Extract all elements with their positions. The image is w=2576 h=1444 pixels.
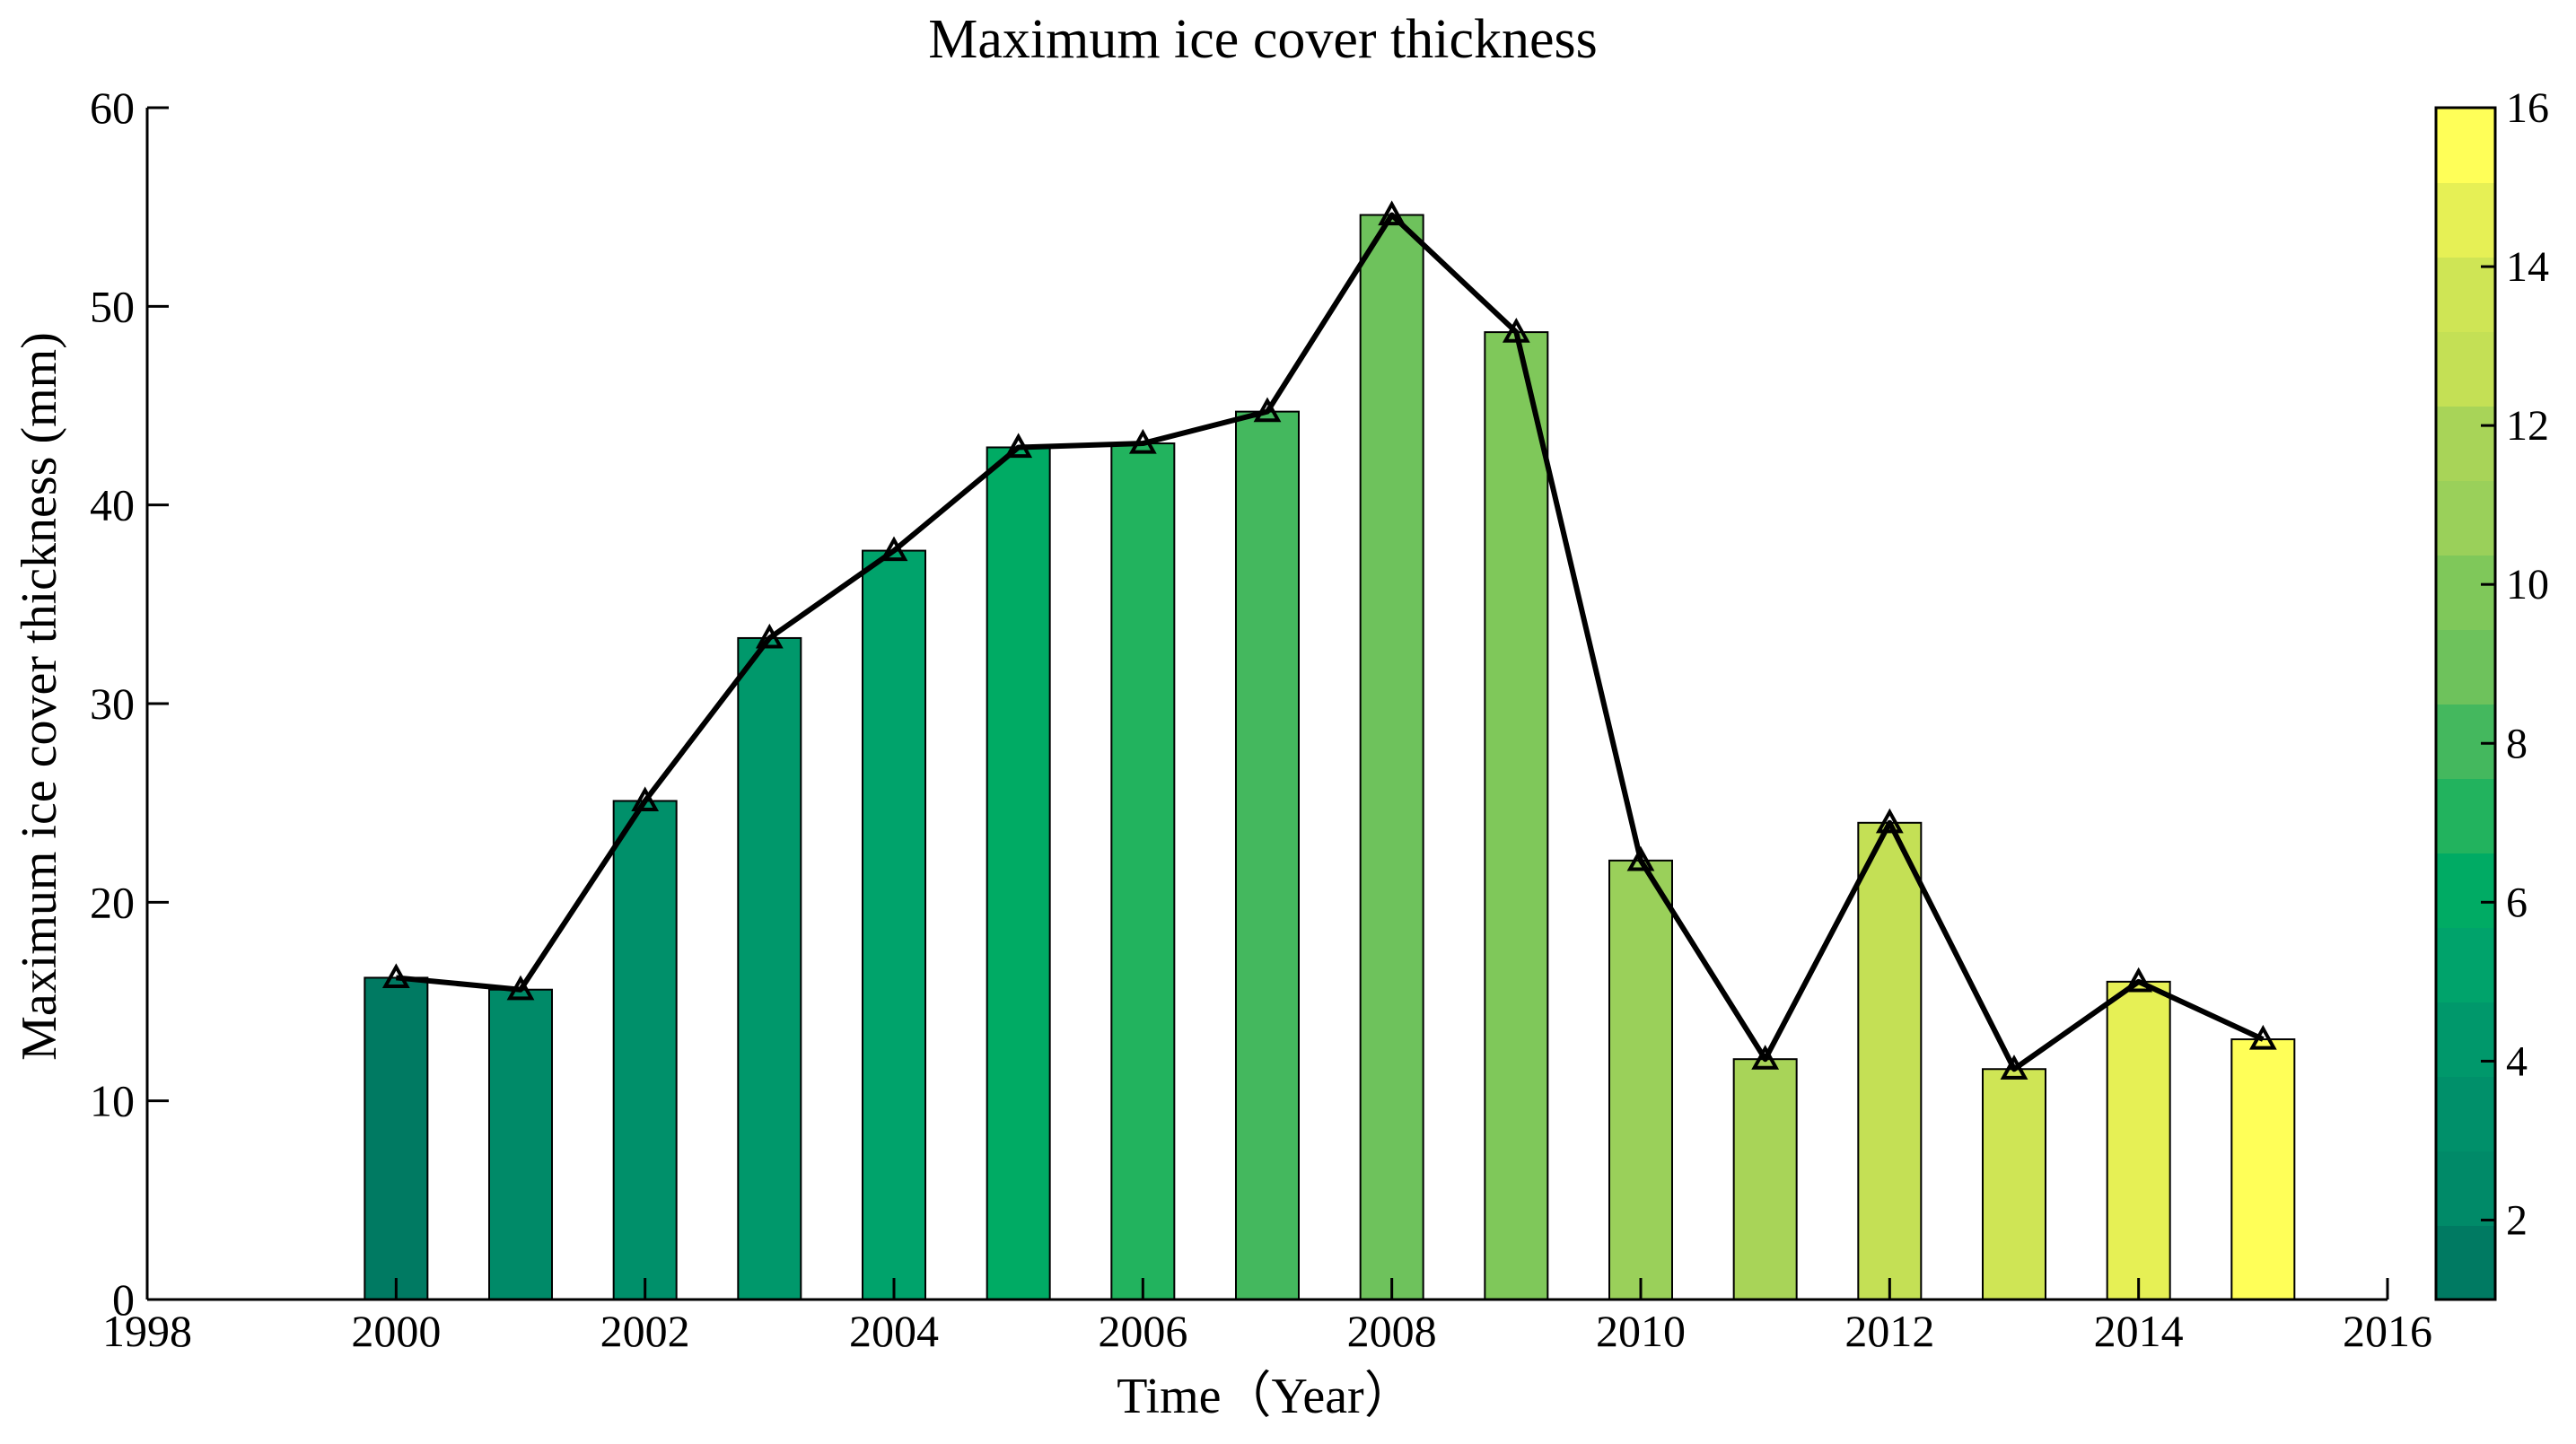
line-marker-2008 [1378, 200, 1406, 226]
bar-2002 [612, 800, 678, 1300]
chart-title: Maximum ice cover thickness [928, 9, 1598, 70]
axes-layer: 1998 2000 2002 2004 2006 2008 2010 2012 2014 2016… [90, 83, 2432, 1356]
colorbar-segment-3 [2436, 1076, 2495, 1151]
bar-2009 [1484, 331, 1549, 1300]
line-marker-2002 [631, 786, 660, 812]
x-tick-label-2012: 2012 [1844, 1306, 1934, 1356]
bar-2004 [862, 549, 926, 1300]
bar-2012 [1857, 821, 1923, 1300]
x-tick-label-2014: 2014 [2094, 1306, 2184, 1356]
line-marker-2013 [2000, 1055, 2028, 1080]
y-tick-label-0: 0 [112, 1274, 135, 1325]
colorbar-tick-label-14: 14 [2506, 243, 2549, 291]
line-marker-2014 [2125, 967, 2153, 993]
bar-2006 [1110, 442, 1176, 1300]
y-tick-label-30: 30 [90, 678, 135, 729]
line-marker-2004 [880, 536, 908, 562]
x-tick-label-2000: 2000 [351, 1306, 441, 1356]
line-marker-2003 [755, 623, 784, 649]
colorbar-tick-label-2: 2 [2506, 1196, 2528, 1244]
x-tick-label-2010: 2010 [1596, 1306, 1686, 1356]
bar-2007 [1235, 410, 1300, 1300]
overlay-line [396, 212, 2265, 1072]
line-marker-2015 [2248, 1024, 2277, 1050]
x-tick-label-2008: 2008 [1347, 1306, 1437, 1356]
bar-2001 [488, 988, 553, 1300]
bar-2013 [1982, 1068, 2046, 1300]
colorbar-segment-2 [2436, 1151, 2495, 1226]
colorbar-tick-label-16: 16 [2506, 84, 2549, 132]
line-layer [381, 200, 2277, 1080]
bar-2000 [364, 976, 429, 1300]
line-marker-2006 [1128, 428, 1157, 454]
x-tick-label-2016: 2016 [2343, 1306, 2432, 1356]
line-marker-2010 [1626, 845, 1655, 871]
x-tick-label-2004: 2004 [849, 1306, 939, 1356]
bar-2008 [1359, 214, 1424, 1300]
colorbar-segment-7 [2436, 778, 2495, 853]
x-tick-label-2006: 2006 [1098, 1306, 1187, 1356]
y-axis-label: Maximum ice cover thickness (mm) [12, 332, 67, 1061]
colorbar-segment-10 [2436, 555, 2495, 630]
bar-2003 [737, 636, 802, 1300]
colorbar-segment-16 [2436, 108, 2495, 183]
colorbar-tick-label-4: 4 [2506, 1037, 2528, 1085]
y-tick-label-20: 20 [90, 877, 135, 927]
colorbar-segment-5 [2436, 927, 2495, 1002]
x-axis-label: Time（Year） [1117, 1369, 1414, 1424]
colorbar-segment-11 [2436, 480, 2495, 556]
colorbar-segment-8 [2436, 704, 2495, 779]
bar-2015 [2230, 1038, 2296, 1300]
y-tick-label-40: 40 [90, 480, 135, 530]
line-marker-2005 [1004, 433, 1033, 459]
y-tick-label-10: 10 [90, 1076, 135, 1126]
colorbar-tick-label-6: 6 [2506, 879, 2528, 926]
y-tick-label-60: 60 [90, 83, 135, 133]
colorbar-tick-label-12: 12 [2506, 402, 2549, 450]
colorbar: 2 4 6 8 10 12 14 16 [2434, 84, 2549, 1301]
x-tick-label-2002: 2002 [600, 1306, 690, 1356]
colorbar-segment-15 [2436, 182, 2495, 258]
bar-2011 [1732, 1058, 1798, 1300]
line-marker-2001 [506, 975, 535, 1001]
line-marker-2000 [381, 963, 410, 989]
colorbar-tick-label-10: 10 [2506, 561, 2549, 608]
colorbar-segment-1 [2436, 1225, 2495, 1300]
line-marker-2011 [1751, 1045, 1780, 1070]
colorbar-segment-12 [2436, 406, 2495, 481]
bar-2005 [986, 446, 1051, 1301]
line-marker-2007 [1253, 397, 1282, 423]
colorbar-segment-6 [2436, 853, 2495, 928]
colorbar-segment-4 [2436, 1002, 2495, 1077]
x-tick-label-1998: 1998 [102, 1306, 192, 1356]
colorbar-segment-13 [2436, 331, 2495, 407]
line-marker-2012 [1875, 808, 1904, 834]
y-tick-label-50: 50 [90, 281, 135, 331]
bar-2010 [1608, 859, 1673, 1300]
line-marker-2009 [1502, 317, 1530, 343]
colorbar-tick-label-8: 8 [2506, 720, 2528, 767]
colorbar-frame [2434, 106, 2497, 1301]
colorbar-segment-9 [2436, 629, 2495, 704]
colorbar-segment-14 [2436, 257, 2495, 332]
bars-layer [364, 214, 2296, 1301]
bar-2014 [2106, 980, 2171, 1301]
